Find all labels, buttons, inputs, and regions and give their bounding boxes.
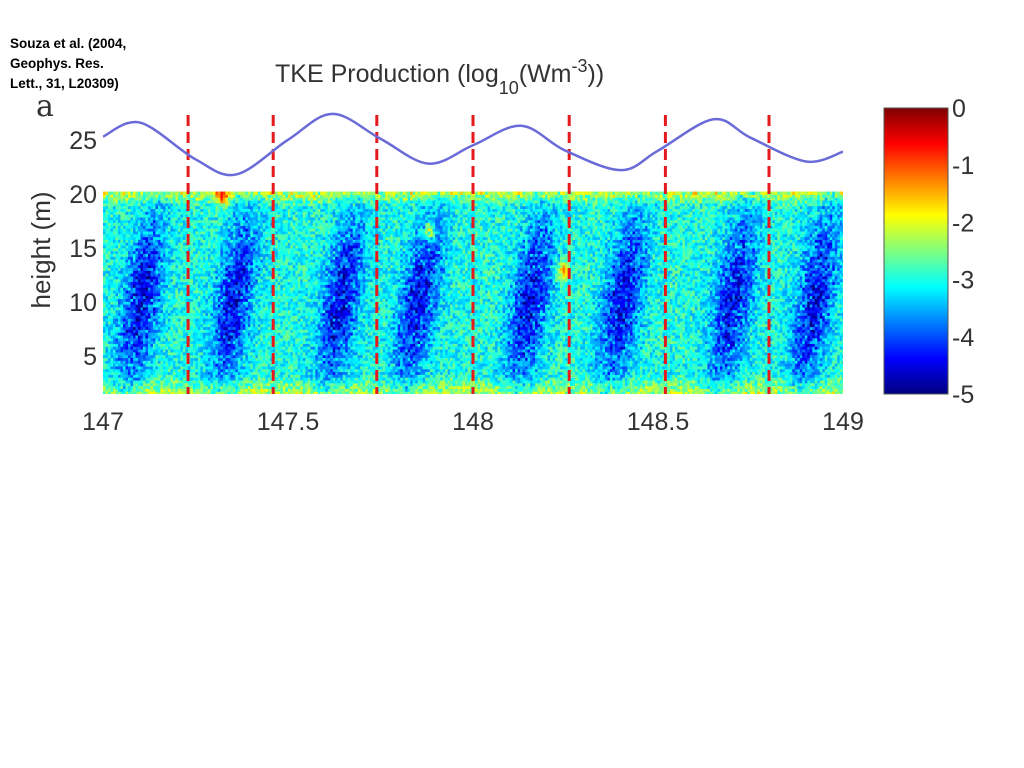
colorbar-tick-label: -1 <box>952 152 974 180</box>
tidal-curve-layer <box>103 112 843 177</box>
x-tick-label: 147.5 <box>257 408 320 436</box>
tidal-curve <box>103 112 843 177</box>
title-prefix: TKE Production (log <box>275 60 499 88</box>
panel-label: a <box>36 89 54 124</box>
y-axis: 5 10 15 20 25 <box>69 127 97 371</box>
vertical-markers <box>186 115 771 394</box>
y-tick-label: 20 <box>69 181 97 209</box>
x-tick-label: 148 <box>452 408 494 436</box>
y-tick-label: 5 <box>83 343 97 371</box>
title-subscript: 10 <box>499 78 519 98</box>
heatmap-field <box>103 191 843 394</box>
colorbar-ticks: 0 -1 -2 -3 -4 -5 <box>952 95 974 409</box>
citation-line-1: Souza et al. (2004, <box>10 34 180 54</box>
colorbar-tick-label: -5 <box>952 381 974 409</box>
citation: Souza et al. (2004, Geophys. Res. Lett.,… <box>10 34 180 94</box>
colorbar-tick-label: -2 <box>952 209 974 237</box>
chart-title: TKE Production (log10(Wm-3)) <box>275 56 604 98</box>
x-tick-label: 148.5 <box>627 408 690 436</box>
y-tick-label: 25 <box>69 127 97 155</box>
x-tick-label: 149 <box>822 408 864 436</box>
y-axis-label: height (m) <box>26 191 56 308</box>
citation-line-2: Geophys. Res. <box>10 54 180 74</box>
y-tick-label: 15 <box>69 235 97 263</box>
x-axis: 147 147.5 148 148.5 149 <box>82 408 864 436</box>
x-tick-label: 147 <box>82 408 124 436</box>
colorbar-tick-label: -3 <box>952 267 974 295</box>
colorbar <box>883 107 949 395</box>
colorbar-tick-label: 0 <box>952 95 966 123</box>
citation-line-3: Lett., 31, L20309) <box>10 74 180 94</box>
title-suffix: )) <box>588 60 605 88</box>
colorbar-tick-label: -4 <box>952 324 974 352</box>
title-superscript: -3 <box>572 56 588 76</box>
title-middle: (Wm <box>519 60 572 88</box>
y-tick-label: 10 <box>69 289 97 317</box>
